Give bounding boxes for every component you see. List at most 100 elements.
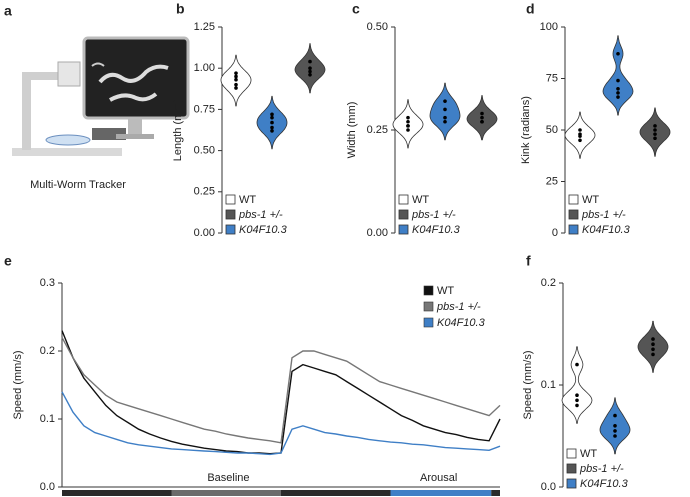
legend-swatch [225, 224, 236, 235]
caption: Multi-Worm Tracker [30, 179, 126, 191]
y-axis-label: Width (mm) [346, 102, 358, 159]
data-point [651, 342, 655, 347]
legend-label: WT [239, 194, 256, 206]
y-tick-label: 0.00 [194, 227, 215, 239]
monitor-foot [116, 134, 154, 139]
worm [109, 92, 158, 102]
data-point [651, 347, 655, 352]
data-point [234, 77, 238, 82]
y-tick-label: 1.00 [194, 62, 215, 74]
period-bar [390, 490, 492, 496]
data-point [234, 86, 238, 90]
legend-swatch [225, 194, 236, 205]
y-tick-label: 25 [546, 175, 558, 187]
legend-label: pbs-1 +/- [579, 463, 624, 475]
data-point [308, 72, 312, 77]
legend-label: pbs-1 +/- [436, 301, 481, 313]
period-bar [171, 490, 281, 496]
y-tick-label: 0.1 [541, 379, 556, 391]
data-point [653, 128, 657, 132]
y-tick-label: 0.1 [40, 413, 55, 425]
monitor-stand [128, 118, 142, 136]
y-tick-label: 0.2 [541, 277, 556, 289]
legend-swatch [568, 209, 579, 220]
data-point [613, 413, 617, 418]
legend-label: WT [412, 194, 429, 206]
legend-label: pbs-1 +/- [411, 209, 456, 221]
data-point [234, 82, 238, 87]
y-tick-label: 0.25 [194, 186, 215, 198]
y-axis-label: Speed (mm/s) [522, 350, 534, 419]
panel-letter: d [526, 1, 535, 17]
data-point [575, 403, 579, 408]
legend-swatch [568, 194, 579, 205]
legend-swatch [398, 194, 409, 205]
violin [392, 99, 424, 149]
y-tick-label: 0.0 [541, 481, 556, 493]
data-point [308, 66, 312, 70]
line [61, 330, 501, 455]
data-point [613, 434, 617, 438]
legend-swatch [225, 209, 236, 220]
data-point [406, 128, 410, 132]
data-point [443, 119, 447, 124]
data-point [234, 74, 238, 79]
legend-label: K04F10.3 [437, 317, 486, 329]
legend-swatch [568, 224, 579, 235]
panel-letter: c [352, 1, 360, 17]
panel-letter: b [176, 1, 185, 17]
legend-swatch [398, 209, 409, 220]
data-point [653, 132, 657, 136]
petri-dish [45, 134, 91, 146]
period-bar [62, 490, 172, 496]
legend-label: K04F10.3 [412, 224, 461, 236]
legend-label: pbs-1 +/- [581, 209, 626, 221]
y-axis-label: Kink (radians) [520, 96, 532, 164]
pole [22, 78, 31, 150]
period-bar [491, 490, 500, 496]
data-point [578, 128, 582, 132]
data-point [308, 59, 312, 64]
legend-label: WT [580, 448, 597, 460]
data-point [616, 91, 620, 95]
data-point [480, 111, 484, 116]
data-point [443, 107, 447, 112]
panel-letter: e [4, 253, 12, 269]
legend-swatch [423, 317, 434, 328]
violin [637, 320, 669, 373]
data-point [613, 424, 617, 428]
data-point [270, 112, 274, 117]
y-tick-label: 100 [540, 21, 558, 33]
data-point [270, 129, 274, 133]
y-tick-label: 0.50 [194, 145, 215, 157]
data-point [616, 95, 620, 99]
legend-swatch [423, 301, 434, 312]
tracker-illustration: a Multi-Worm Tracker [4, 3, 190, 191]
data-point [443, 99, 447, 103]
legend-swatch [398, 224, 409, 235]
legend-swatch [566, 448, 577, 459]
period-label: Arousal [420, 472, 457, 484]
data-point [308, 69, 312, 74]
data-point [651, 352, 655, 357]
violin [639, 107, 671, 157]
period-label: Baseline [207, 472, 249, 484]
data-point [575, 393, 579, 398]
y-tick-label: 0.25 [367, 124, 388, 136]
legend-label: WT [437, 285, 454, 297]
data-point [234, 71, 238, 75]
data-point [270, 125, 274, 130]
y-tick-label: 50 [546, 124, 558, 136]
violin [602, 35, 634, 116]
violin [429, 82, 461, 141]
data-point [616, 51, 620, 56]
data-point [653, 124, 657, 128]
data-point [480, 115, 484, 120]
y-tick-label: 0.2 [40, 345, 55, 357]
y-tick-label: 0.0 [40, 481, 55, 493]
data-point [480, 119, 484, 124]
data-point [406, 124, 410, 128]
data-point [651, 337, 655, 341]
data-point [270, 120, 274, 125]
